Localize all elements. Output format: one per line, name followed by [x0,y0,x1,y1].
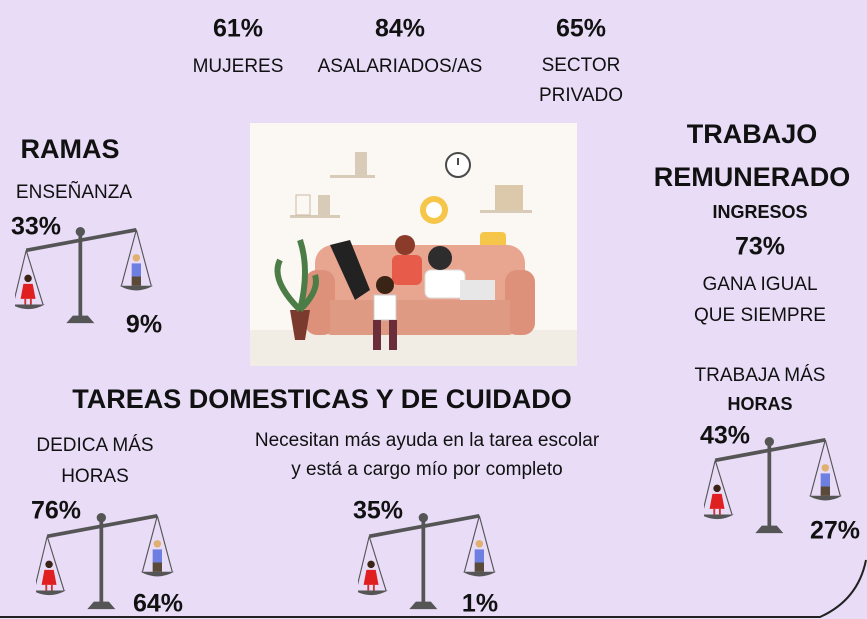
stat-label: ASALARIADOS/AS [318,56,483,77]
women-value: 33% [11,213,61,241]
men-value: 9% [126,311,162,339]
stat-label: PRIVADO [539,85,623,106]
section-title: RAMAS [21,134,120,164]
men-value: 27% [810,517,860,545]
section-subtitle: ENSEÑANZA [16,181,132,203]
stat-label: SECTOR [542,55,621,76]
label: QUE SIEMPRE [694,305,826,326]
label: HORAS [727,394,792,414]
label: y está a cargo mío por completo [291,459,562,480]
label: HORAS [61,466,129,487]
illustration [250,123,577,366]
men-value: 1% [462,590,498,618]
women-value: 43% [700,422,750,450]
stat-value: 65% [556,15,606,43]
label: TRABAJA MÁS [695,365,826,386]
men-value: 64% [133,590,183,618]
value: 73% [735,233,785,261]
stat-value: 84% [375,15,425,43]
section-title: TAREAS DOMESTICAS Y DE CUIDADO [72,384,572,414]
stat-value: 61% [213,15,263,43]
section-title: REMUNERADO [654,162,851,192]
women-value: 35% [353,497,403,525]
section-title: TRABAJO [687,119,818,149]
subheading: INGRESOS [712,202,807,222]
label: GANA IGUAL [702,274,817,295]
label: DEDICA MÁS [36,435,153,456]
stat-label: MUJERES [193,56,284,77]
infographic: 61% MUJERES 84% ASALARIADOS/AS 65% SECTO… [0,0,867,619]
label: Necesitan más ayuda en la tarea escolar [255,430,600,451]
women-value: 76% [31,497,81,525]
